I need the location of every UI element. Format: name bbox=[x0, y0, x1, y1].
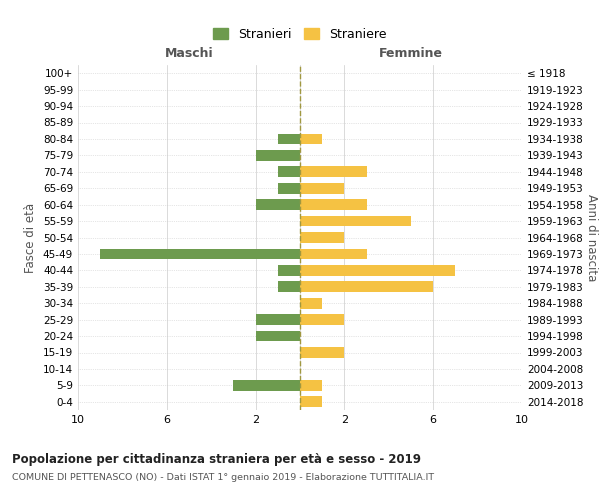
Bar bbox=[233, 380, 300, 390]
Text: Femmine: Femmine bbox=[379, 47, 443, 60]
Bar bbox=[300, 282, 433, 292]
Bar bbox=[278, 166, 300, 177]
Text: Popolazione per cittadinanza straniera per età e sesso - 2019: Popolazione per cittadinanza straniera p… bbox=[12, 452, 421, 466]
Bar bbox=[300, 248, 367, 260]
Bar bbox=[300, 232, 344, 243]
Bar bbox=[256, 330, 300, 342]
Bar bbox=[300, 134, 322, 144]
Text: COMUNE DI PETTENASCO (NO) - Dati ISTAT 1° gennaio 2019 - Elaborazione TUTTITALIA: COMUNE DI PETTENASCO (NO) - Dati ISTAT 1… bbox=[12, 472, 434, 482]
Bar bbox=[256, 200, 300, 210]
Bar bbox=[256, 314, 300, 325]
Bar bbox=[300, 216, 411, 226]
Bar bbox=[256, 150, 300, 160]
Bar bbox=[278, 183, 300, 194]
Y-axis label: Anni di nascita: Anni di nascita bbox=[584, 194, 598, 281]
Bar bbox=[100, 248, 300, 260]
Y-axis label: Fasce di età: Fasce di età bbox=[25, 202, 37, 272]
Bar bbox=[300, 396, 322, 407]
Bar bbox=[300, 200, 367, 210]
Bar bbox=[300, 314, 344, 325]
Bar bbox=[300, 380, 322, 390]
Legend: Stranieri, Straniere: Stranieri, Straniere bbox=[208, 23, 392, 46]
Bar bbox=[278, 134, 300, 144]
Bar bbox=[300, 347, 344, 358]
Bar bbox=[300, 183, 344, 194]
Bar bbox=[300, 265, 455, 276]
Bar bbox=[278, 265, 300, 276]
Bar bbox=[300, 298, 322, 308]
Bar bbox=[278, 282, 300, 292]
Bar bbox=[300, 166, 367, 177]
Text: Maschi: Maschi bbox=[164, 47, 214, 60]
